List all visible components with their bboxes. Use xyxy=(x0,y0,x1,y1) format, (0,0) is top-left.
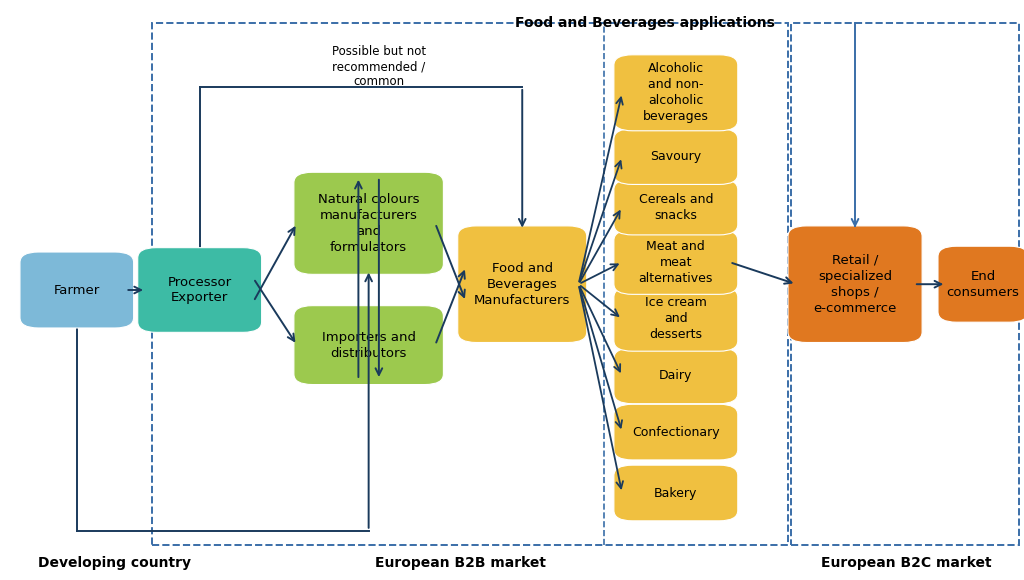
Text: European B2C market: European B2C market xyxy=(821,556,991,570)
FancyBboxPatch shape xyxy=(294,172,443,274)
Bar xyxy=(791,23,1019,545)
Text: Possible but not
recommended /
common: Possible but not recommended / common xyxy=(332,45,426,88)
Text: Confectionary: Confectionary xyxy=(632,426,720,438)
FancyBboxPatch shape xyxy=(614,230,737,294)
FancyBboxPatch shape xyxy=(938,246,1024,322)
Text: European B2B market: European B2B market xyxy=(376,556,546,570)
FancyBboxPatch shape xyxy=(788,226,922,342)
Text: Meat and
meat
alternatives: Meat and meat alternatives xyxy=(639,240,713,285)
Text: Ice cream
and
desserts: Ice cream and desserts xyxy=(645,296,707,342)
FancyBboxPatch shape xyxy=(614,348,737,404)
Text: Food and Beverages applications: Food and Beverages applications xyxy=(515,16,775,30)
Text: Savoury: Savoury xyxy=(650,150,701,163)
Text: Importers and
distributors: Importers and distributors xyxy=(322,331,416,360)
Text: Food and
Beverages
Manufacturers: Food and Beverages Manufacturers xyxy=(474,262,570,307)
FancyBboxPatch shape xyxy=(458,226,587,342)
FancyBboxPatch shape xyxy=(137,248,262,332)
Text: Developing country: Developing country xyxy=(38,556,191,570)
FancyBboxPatch shape xyxy=(614,465,737,521)
FancyBboxPatch shape xyxy=(614,404,737,460)
FancyBboxPatch shape xyxy=(294,306,443,385)
Text: End
consumers: End consumers xyxy=(946,270,1020,299)
Text: Farmer: Farmer xyxy=(53,284,100,296)
FancyBboxPatch shape xyxy=(614,129,737,184)
Text: Alcoholic
and non-
alcoholic
beverages: Alcoholic and non- alcoholic beverages xyxy=(643,62,709,124)
Bar xyxy=(152,23,788,545)
FancyBboxPatch shape xyxy=(614,55,737,131)
FancyBboxPatch shape xyxy=(19,252,133,328)
Text: Processor
Exporter: Processor Exporter xyxy=(168,276,231,304)
FancyBboxPatch shape xyxy=(614,287,737,351)
Text: Natural colours
manufacturers
and
formulators: Natural colours manufacturers and formul… xyxy=(317,193,420,254)
Text: Dairy: Dairy xyxy=(659,369,692,382)
Text: Bakery: Bakery xyxy=(654,487,697,499)
Text: Retail /
specialized
shops /
e-commerce: Retail / specialized shops / e-commerce xyxy=(813,253,897,315)
FancyBboxPatch shape xyxy=(614,179,737,235)
Text: Cereals and
snacks: Cereals and snacks xyxy=(639,193,713,222)
